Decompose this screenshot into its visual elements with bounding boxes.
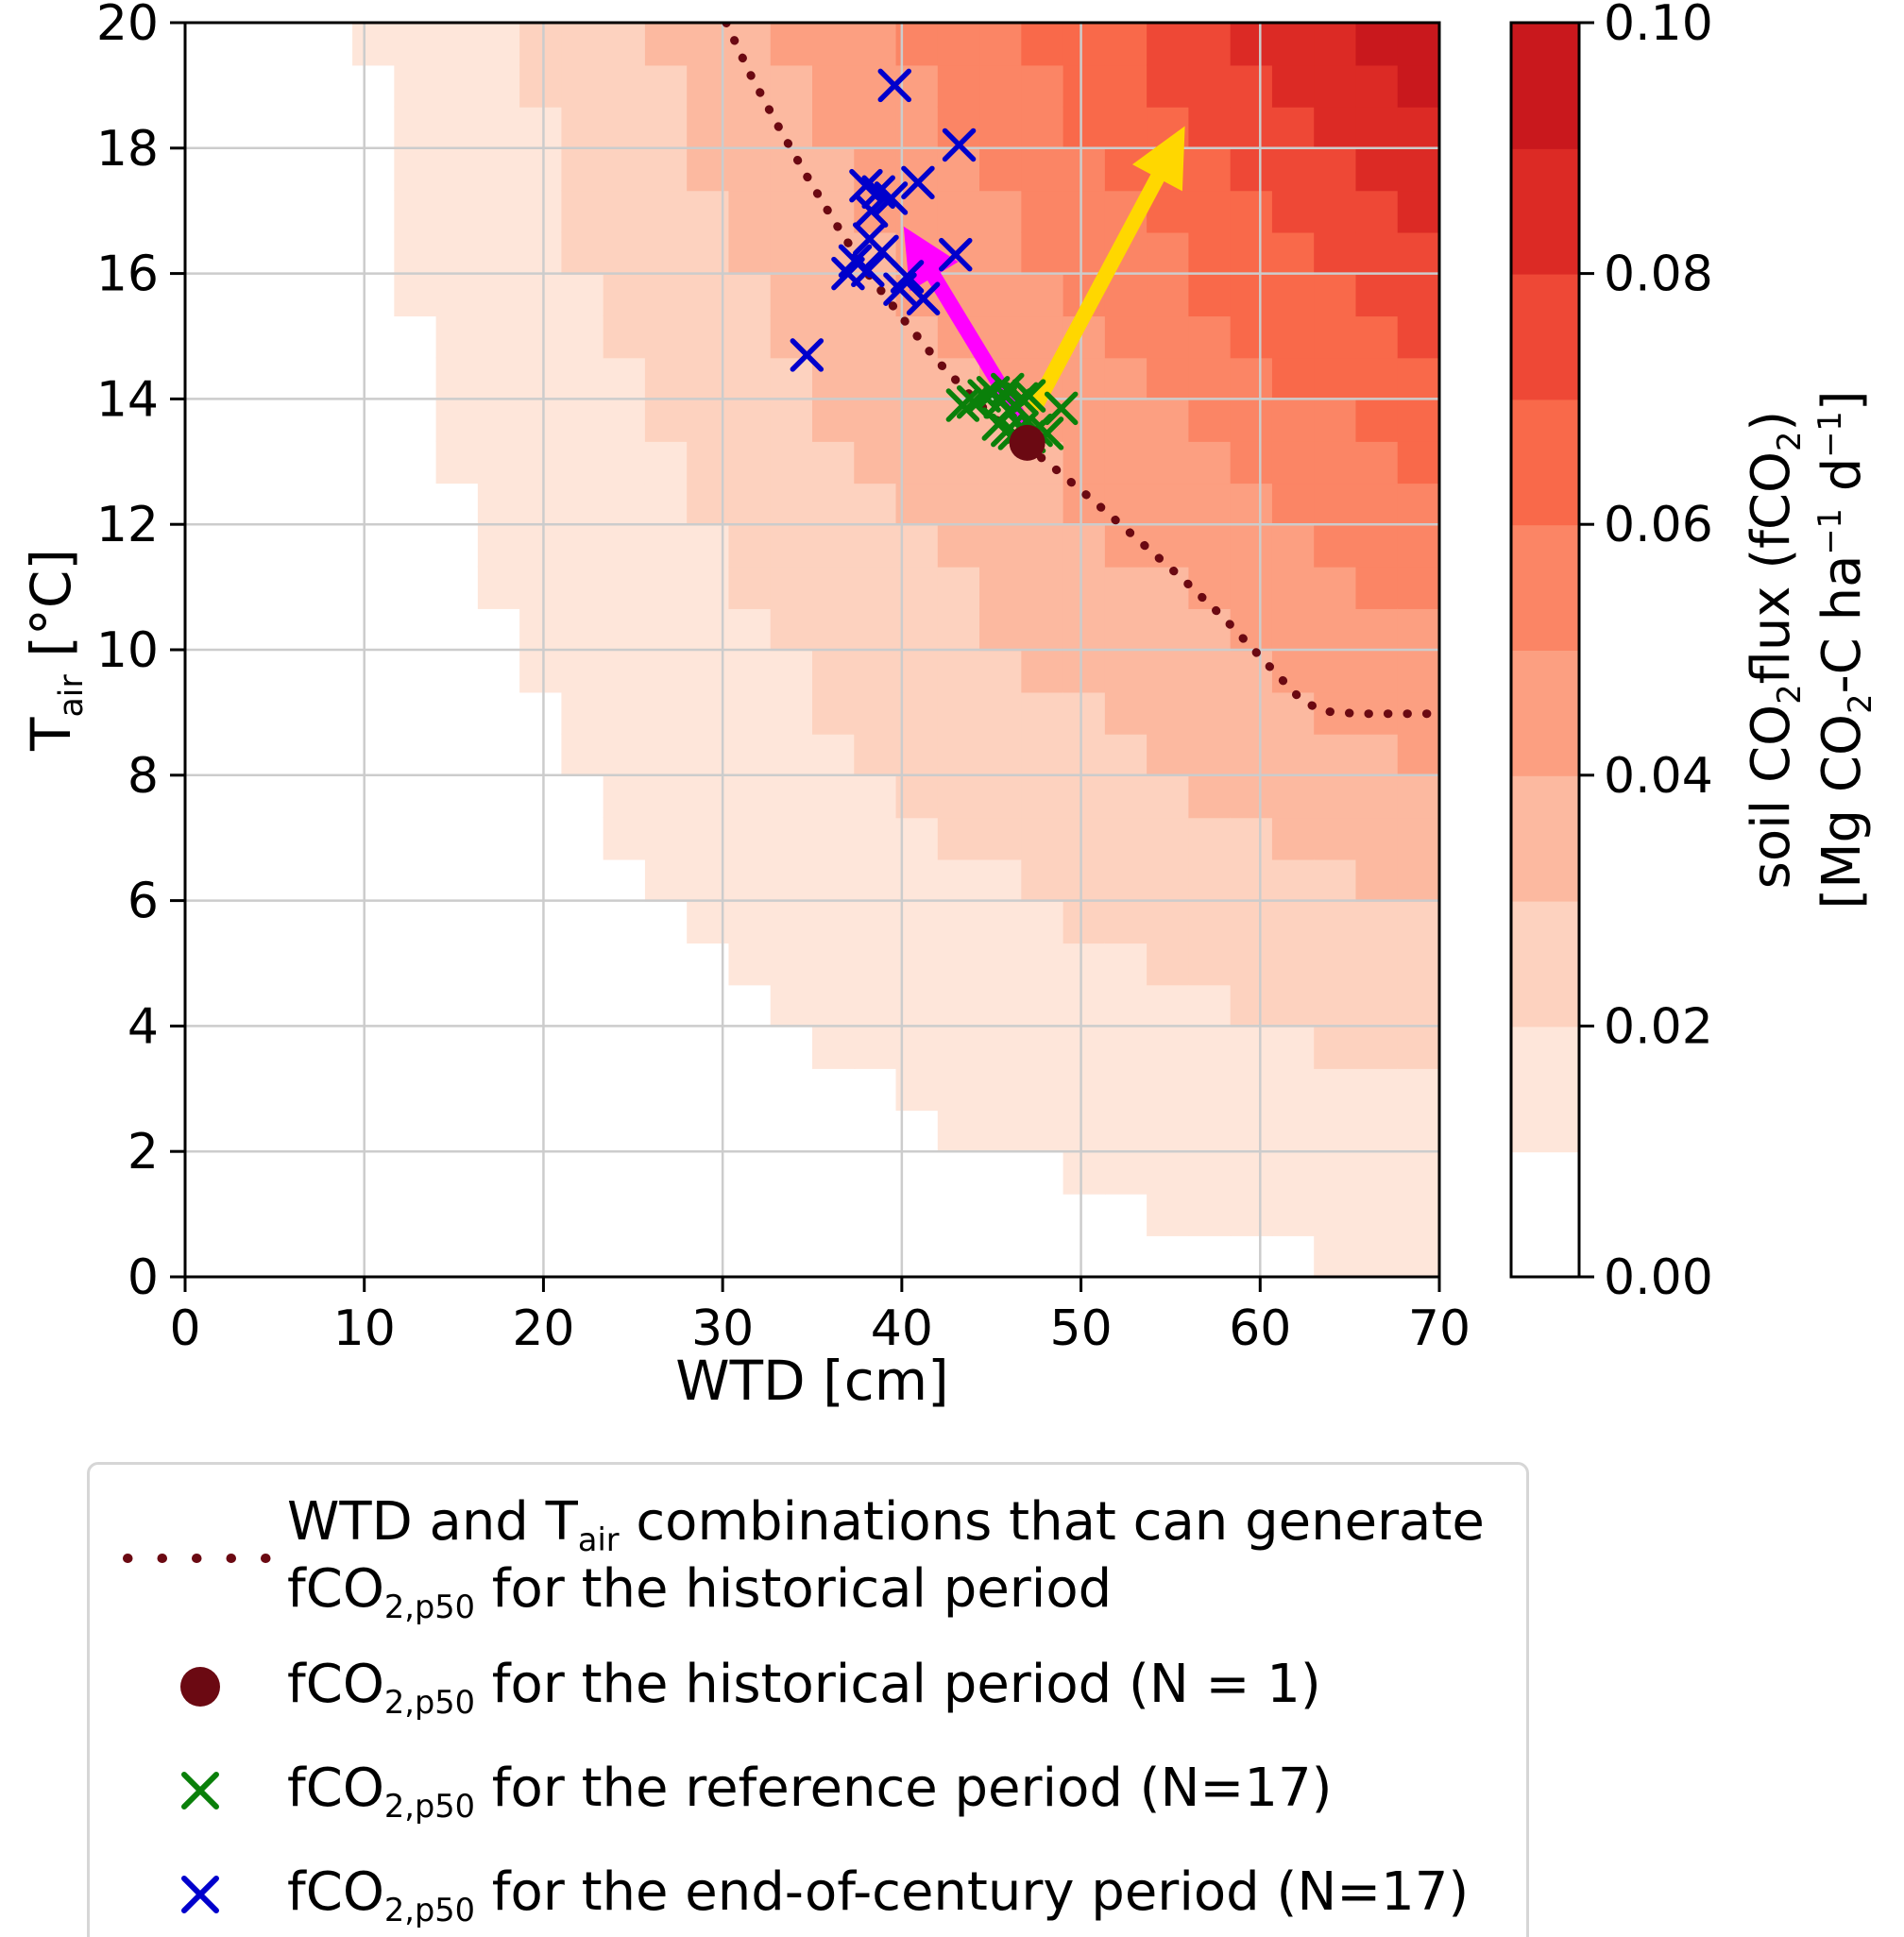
legend-label-3: fCO2,p50 for the end-of-century period (… (287, 1861, 1470, 1929)
svg-text:14: 14 (96, 371, 159, 428)
legend-label-1: fCO2,p50 for the historical period (N = … (287, 1653, 1321, 1721)
historical-point-marker (1009, 424, 1046, 461)
legend-label-0: WTD and Tair combinations that can gener… (287, 1491, 1485, 1626)
x-axis-label: WTD [cm] (675, 1349, 949, 1413)
legend-item-0: WTD and Tair combinations that can gener… (112, 1491, 1485, 1625)
x-axis-ticks: 0 10 20 30 40 50 60 70 (169, 1277, 1470, 1357)
x-symbol (112, 1748, 287, 1833)
svg-text:0.02: 0.02 (1604, 998, 1713, 1055)
svg-text:18: 18 (96, 121, 159, 178)
svg-text:0.10: 0.10 (1604, 0, 1713, 52)
svg-text:70: 70 (1408, 1300, 1470, 1357)
legend-label-2: fCO2,p50 for the reference period (N=17) (287, 1757, 1333, 1825)
svg-text:4: 4 (128, 998, 159, 1055)
svg-text:0.04: 0.04 (1604, 748, 1713, 805)
svg-text:8: 8 (128, 748, 159, 805)
svg-text:60: 60 (1229, 1300, 1291, 1357)
circle-symbol (112, 1644, 287, 1729)
svg-text:16: 16 (96, 246, 159, 303)
colorbar-label-line1: soil CO2flux (fCO2) (1740, 410, 1809, 890)
dotted-line-symbol (112, 1516, 287, 1601)
legend: WTD and Tair combinations that can gener… (87, 1462, 1529, 1937)
svg-text:12: 12 (96, 497, 159, 553)
legend-item-1: fCO2,p50 for the historical period (N = … (112, 1644, 1485, 1729)
y-axis-ticks: 0 2 4 6 8 10 12 14 16 18 20 (96, 0, 185, 1306)
svg-text:10: 10 (333, 1300, 396, 1357)
yellow-arrow (1028, 126, 1185, 413)
svg-text:10: 10 (96, 622, 159, 679)
svg-text:50: 50 (1049, 1300, 1112, 1357)
svg-text:2: 2 (128, 1124, 159, 1181)
svg-text:40: 40 (871, 1300, 933, 1357)
heatmap (352, 23, 1439, 1277)
svg-text:30: 30 (691, 1300, 754, 1357)
svg-text:0: 0 (169, 1300, 200, 1357)
svg-text:0: 0 (128, 1249, 159, 1306)
legend-item-3: fCO2,p50 for the end-of-century period (… (112, 1852, 1485, 1937)
end-of-century-points (790, 68, 977, 372)
colorbar-label-line2: [Mg CO2-C ha−1 d−1] (1811, 390, 1879, 909)
y-axis-label: Tair [°C] (19, 549, 91, 751)
colorbar-label: soil CO2flux (fCO2) [Mg CO2-C ha−1 d−1] (1739, 390, 1880, 909)
x-symbol (112, 1852, 287, 1937)
p50-contour-line (722, 23, 1439, 719)
legend-item-2: fCO2,p50 for the reference period (N=17) (112, 1748, 1485, 1833)
svg-text:0.08: 0.08 (1604, 246, 1713, 303)
svg-text:6: 6 (128, 874, 159, 930)
svg-text:0.06: 0.06 (1604, 497, 1713, 553)
svg-text:0.00: 0.00 (1604, 1249, 1713, 1306)
colorbar: 0.00 0.02 0.04 0.06 0.08 0.10 (1509, 0, 1713, 1306)
svg-text:20: 20 (96, 0, 159, 52)
svg-text:20: 20 (512, 1300, 574, 1357)
